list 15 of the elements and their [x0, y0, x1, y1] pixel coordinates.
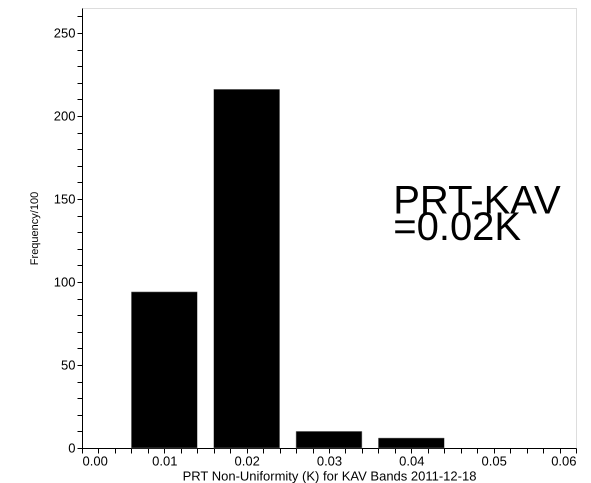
y-tick-label: 150 — [54, 191, 76, 206]
y-axis-title: Frequency/100 — [28, 192, 41, 266]
y-tick-label: 250 — [54, 25, 76, 40]
x-tick-label: 0.00 — [82, 454, 108, 468]
x-tick-label: 0.02 — [234, 454, 260, 468]
y-tick-label: 0 — [68, 440, 76, 456]
x-tick-label: 0.06 — [551, 454, 576, 468]
y-tick-label: 200 — [54, 108, 76, 124]
x-axis-title: PRT Non-Uniformity (K) for KAV Bands 2011-12-18 — [182, 468, 476, 483]
x-tick-label: 0.04 — [399, 454, 424, 468]
y-tick-label: 100 — [54, 274, 76, 290]
x-tick-label: 0.01 — [152, 454, 178, 468]
x-tick-label: 0.05 — [482, 454, 507, 468]
y-tick-label: 50 — [61, 357, 76, 372]
x-tick-label: 0.03 — [316, 454, 342, 468]
